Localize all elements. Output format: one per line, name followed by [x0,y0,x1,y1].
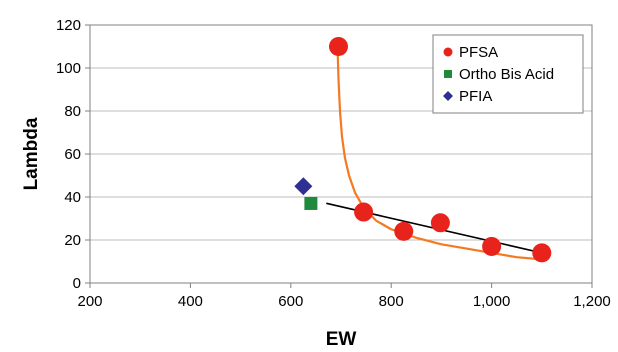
data-point-pfsa [482,236,502,256]
y-axis-title: Lambda [21,117,42,190]
legend: PFSA Ortho Bis Acid PFIA [432,34,584,114]
y-tick-label: 60 [64,146,81,163]
legend-label-ortho-bis-acid: Ortho Bis Acid [459,66,554,83]
x-axis-tick-labels: 200 400 600 800 1,000 1,200 [77,293,610,310]
data-point-pfsa [532,243,552,263]
x-tick-label: 200 [77,293,102,310]
x-tick-label: 1,000 [473,293,511,310]
x-tick-label: 1,200 [573,293,611,310]
legend-label-pfsa: PFSA [459,44,498,61]
y-axis-tick-labels: 0 20 40 60 80 100 120 [56,17,81,292]
x-tick-label: 800 [379,293,404,310]
legend-marker-pfsa [443,47,453,57]
data-point-pfsa [430,213,450,233]
legend-box [432,34,584,114]
data-points [294,37,552,263]
y-tick-label: 100 [56,60,81,77]
data-point-pfsa [354,202,374,222]
data-point-pfia [294,177,313,196]
data-point-pfsa [394,221,414,241]
plot-area [89,24,593,284]
y-tick-label: 120 [56,17,81,34]
x-tick-label: 600 [278,293,303,310]
legend-marker-pfia [443,91,453,101]
x-axis-title: EW [326,329,357,350]
data-point-pfsa [328,37,348,56]
y-tick-label: 20 [64,232,81,249]
y-tick-label: 40 [64,189,81,206]
y-tick-label: 0 [73,275,81,292]
legend-marker-ortho-bis-acid [444,70,452,78]
y-tick-label: 80 [64,103,81,120]
x-tick-label: 400 [178,293,203,310]
data-point-ortho-bis-acid [304,196,318,210]
legend-label-pfia: PFIA [459,88,492,105]
